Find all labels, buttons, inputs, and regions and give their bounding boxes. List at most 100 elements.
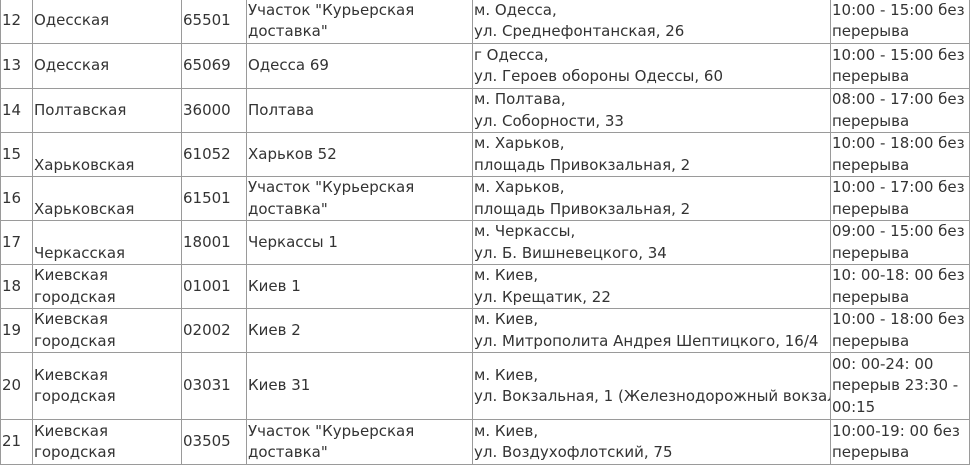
hours-cell: 08:00 - 17:00 без перерыва [830,88,970,133]
hours: перерыва [832,243,910,262]
table-row: 14 Полтавская 36000 Полтава м. Полтава, ул. С… [0,88,970,133]
address: м. Киев, [474,421,539,440]
hours: перерыва [832,443,910,461]
row-number-cell: 21 [0,419,33,465]
hours-cell: 10:00-19: 00 без перерыва [830,419,970,465]
branch-name: доставка" [248,199,328,218]
postal-index-cell: 61501 [181,176,247,221]
branch-name-cell: Полтава [246,88,473,133]
row-number: 21 [2,432,22,451]
region-cell: Харьковская [32,132,182,177]
postal-index-cell: 65501 [181,0,247,44]
branch-name: Полтава [248,100,315,119]
hours: перерыва [832,331,910,350]
postal-index: 61052 [183,144,231,163]
branch-name: Киев 1 [248,276,301,295]
address: площадь Привокзальная, 2 [474,155,691,174]
branch-name-cell: Харьков 52 [246,132,473,177]
postal-index-cell: 02002 [181,308,247,353]
hours: 10: 00-18: 00 без [832,266,965,284]
address: м. Харьков, [474,178,565,196]
address: ул. Б. Вишневецкого, 34 [474,243,667,262]
region: Полтавская [34,100,127,119]
address: ул. Среднефонтанская, 26 [474,22,685,40]
region: Одесская [34,56,110,75]
region: Харьковская [34,199,135,218]
postal-index: 03031 [183,376,231,395]
branch-name-cell: Киев 2 [246,308,473,353]
hours: 10:00 - 15:00 без [832,0,965,19]
branch-name-cell: Участок "Курьерская доставка" [246,176,473,221]
region: Киевская [34,365,108,384]
table-row: 15 Харьковская 61052 Харьков 52 м. Харьков, п… [0,132,970,177]
hours-cell: 10:00 - 18:00 без перерыва [830,132,970,177]
address: м. Киев, [474,365,539,384]
branch-name: Черкассы 1 [248,232,338,251]
table-row: 13 Одесская 65069 Одесса 69 г Одесса, ул. Гер… [0,43,970,89]
hours-cell: 00: 00-24: 00 перерыв 23:30 - 00:15 [830,352,970,420]
address-cell: м. Одесса, ул. Среднефонтанская, 26 [472,0,831,44]
address: ул. Соборности, 33 [474,111,624,130]
hours: перерыва [832,155,910,174]
address: площадь Привокзальная, 2 [474,199,691,218]
region: городская [34,331,116,350]
address-cell: м. Киев, ул. Вокзальная, 1 (Железнодорожн… [472,352,831,420]
hours: 00:15 [832,397,876,416]
region-cell: Харьковская [32,176,182,221]
hours-cell: 10:00 - 15:00 без перерыва [830,43,970,89]
branch-name: Киев 31 [248,376,311,395]
region: Киевская [34,310,108,328]
hours: 10:00 - 18:00 без [832,310,965,328]
address: г Одесса, [474,45,549,64]
branch-name: доставка" [248,22,328,40]
branch-name-cell: Участок "Курьерская доставка" [246,419,473,465]
branch-name: Участок "Курьерская [248,0,415,19]
hours: 10:00-19: 00 без [832,421,960,440]
region: городская [34,443,116,461]
hours: 10:00 - 15:00 без [832,45,965,64]
region-cell: Киевская городская [32,352,182,420]
hours-cell: 09:00 - 15:00 без перерыва [830,220,970,265]
row-number-cell: 12 [0,0,33,44]
row-number: 16 [2,188,22,207]
region-cell: Черкасская [32,220,182,265]
row-number-cell: 16 [0,176,33,221]
row-number-cell: 14 [0,88,33,133]
postal-index-cell: 03505 [181,419,247,465]
address: ул. Крещатик, 22 [474,287,611,306]
postal-index-cell: 01001 [181,264,247,309]
hours: 09:00 - 15:00 без [832,222,965,240]
address: ул. Воздухофлотский, 75 [474,443,673,461]
hours: 00: 00-24: 00 [832,354,934,373]
address: м. Киев, [474,266,539,284]
hours: 08:00 - 17:00 без [832,90,965,108]
hours-cell: 10:00 - 15:00 без перерыва [830,0,970,44]
row-number-cell: 17 [0,220,33,265]
region: Киевская [34,421,108,440]
address-cell: м. Харьков, площадь Привокзальная, 2 [472,176,831,221]
region: Киевская [34,266,108,284]
table-row: 17 Черкасская 18001 Черкассы 1 м. Черкассы, у… [0,220,970,265]
row-number: 18 [2,276,22,295]
address: ул. Героев обороны Одессы, 60 [474,67,724,85]
postal-index: 18001 [183,232,231,251]
region-cell: Киевская городская [32,264,182,309]
table-row: 21 Киевская городская 03505 Участок "Курьерс… [0,419,970,465]
branch-name: Одесса 69 [248,56,329,75]
address: м. Киев, [474,310,539,328]
region-cell: Киевская городская [32,308,182,353]
row-number: 15 [2,144,22,163]
hours-cell: 10: 00-18: 00 без перерыва [830,264,970,309]
region: городская [34,287,116,306]
region-cell: Полтавская [32,88,182,133]
hours: перерыва [832,67,910,85]
postal-index: 65501 [183,11,231,30]
postal-index: 36000 [183,100,231,119]
postal-index: 61501 [183,188,231,207]
branch-name: Харьков 52 [248,144,337,163]
region: Черкасская [34,243,126,262]
row-number-cell: 20 [0,352,33,420]
region-cell: Киевская городская [32,419,182,465]
branch-name-cell: Черкассы 1 [246,220,473,265]
